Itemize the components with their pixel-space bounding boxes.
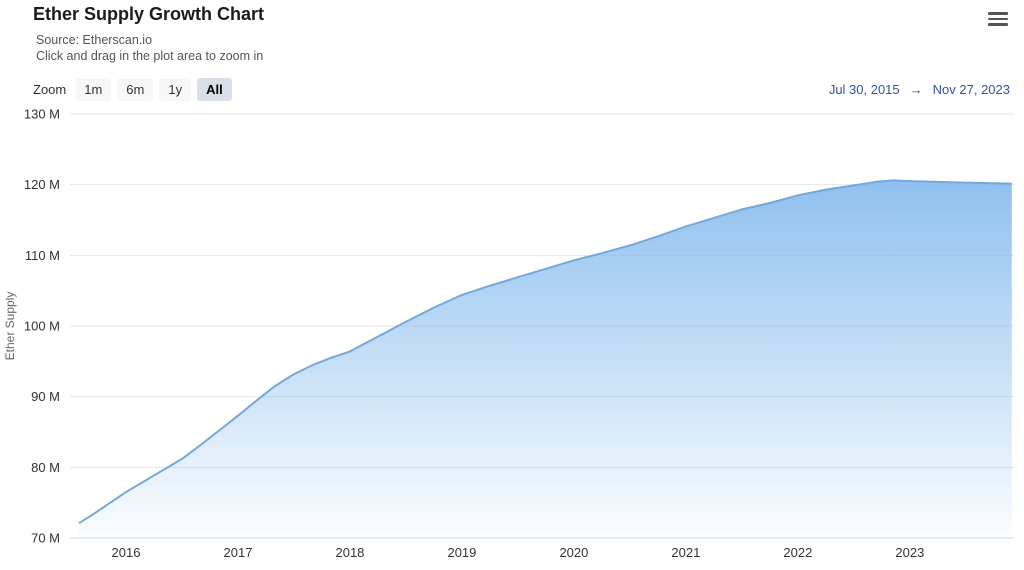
x-tick-label: 2022 (783, 545, 812, 560)
x-tick-label: 2021 (671, 545, 700, 560)
hamburger-menu-icon[interactable] (988, 10, 1008, 28)
x-tick-label: 2020 (559, 545, 588, 560)
date-from-input[interactable]: Jul 30, 2015 (828, 81, 900, 97)
x-tick-label: 2019 (447, 545, 476, 560)
x-tick-label: 2023 (895, 545, 924, 560)
range-selector: Zoom 1m 6m 1y All Jul 30, 2015 → Nov 27,… (33, 76, 1010, 102)
y-tick-label: 100 M (24, 319, 60, 334)
zoom-label: Zoom (33, 81, 67, 97)
date-to-input[interactable]: Nov 27, 2023 (932, 81, 1010, 97)
hamburger-bar (988, 23, 1008, 26)
area-series (79, 180, 1012, 538)
y-tick-label: 120 M (24, 177, 60, 192)
y-tick-label: 90 M (31, 389, 60, 404)
y-tick-label: 70 M (31, 531, 60, 546)
y-tick-label: 130 M (24, 107, 60, 122)
chart-zoom-hint: Click and drag in the plot area to zoom … (36, 49, 264, 63)
line-series (78, 179, 1012, 525)
y-tick-label: 80 M (31, 460, 60, 475)
y-tick-label: 110 M (25, 248, 60, 263)
zoom-button-1y[interactable]: 1y (159, 77, 192, 101)
x-tick-label: 2018 (335, 545, 364, 560)
x-tick-label: 2017 (224, 545, 253, 560)
chart-title: Ether Supply Growth Chart (33, 4, 265, 24)
hamburger-bar (988, 12, 1008, 15)
plot-drag-zoom-region[interactable] (70, 114, 1014, 538)
y-axis-title: Ether Supply (3, 292, 17, 361)
zoom-button-6m[interactable]: 6m (117, 77, 154, 101)
arrow-right-icon: → (909, 81, 923, 97)
date-range: Jul 30, 2015 → Nov 27, 2023 (829, 82, 1010, 97)
chart-plot-area[interactable]: 70 M 80 M 90 M 100 M 110 M 120 M 130 M 2016 2017… (0, 104, 1024, 570)
chart-source-subtitle: Source: Etherscan.io (36, 33, 153, 47)
x-tick-label: 2016 (112, 545, 141, 560)
zoom-button-all[interactable]: All (197, 77, 232, 101)
hamburger-bar (988, 17, 1008, 21)
zoom-button-1m[interactable]: 1m (75, 77, 112, 101)
